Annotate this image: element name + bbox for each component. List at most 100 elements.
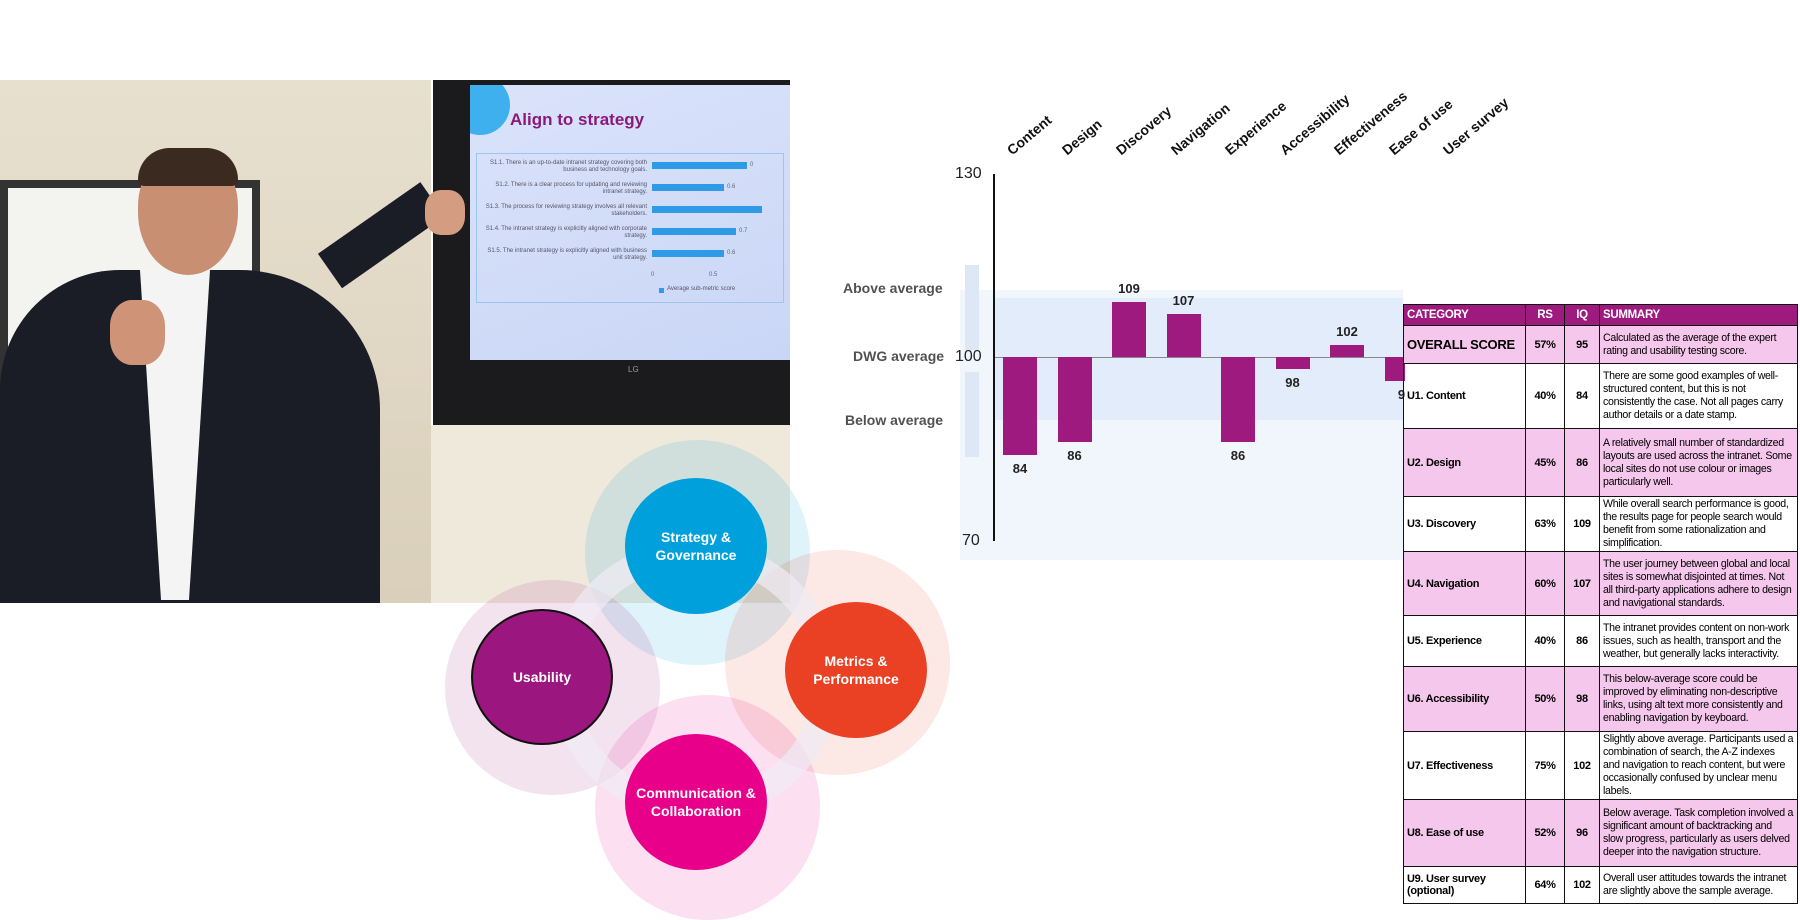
row-category: U1. Content (1403, 363, 1526, 429)
slide-item-label: S1.1. There is an up-to-date intranet st… (490, 160, 647, 173)
value-label: 86 (1230, 448, 1246, 464)
table-row: U2. Design 45% 86 A relatively small number… (1403, 428, 1798, 497)
value-label: 84 (1012, 460, 1028, 476)
y-tick-label: 130 (955, 165, 982, 182)
bars: 84 86 109 107 86 98 102 9 (1003, 281, 1405, 476)
row-summary: Calculated as the average of the expert … (1599, 325, 1798, 364)
row-rs: 64% (1525, 866, 1565, 904)
slide-bar (652, 228, 736, 235)
framework-diagram: Strategy & Governance Usability Metrics … (0, 0, 950, 920)
row-summary: While overall search performance is good… (1599, 496, 1798, 552)
row-iq: 96 (1564, 799, 1600, 867)
row-rs: 57% (1525, 325, 1565, 364)
node-metrics-performance: Metrics & Performance (785, 602, 927, 738)
row-iq: 95 (1564, 325, 1600, 364)
iq-bar-chart: Above average DWG average Below average … (0, 0, 1405, 560)
value-label: 109 (1118, 281, 1140, 297)
slide-axis-tick: 0.5 (709, 272, 718, 278)
slide-legend: Average sub-metric score (667, 286, 736, 292)
y-axis (993, 174, 995, 541)
bar (1384, 357, 1405, 382)
row-rs: 60% (1525, 551, 1565, 616)
table-row: OVERALL SCORE 57% 95 Calculated as the aver… (1403, 325, 1798, 364)
arrow-down-icon (965, 372, 979, 457)
below-average-label: Below average (845, 412, 944, 428)
tv-logo: LG (628, 365, 639, 374)
table-row: U7. Effectiveness 75% 102 Slightly above av… (1403, 731, 1798, 800)
slide-item-label: S1.5. The intranet strategy is explicitl… (487, 248, 647, 261)
row-iq: 109 (1564, 496, 1600, 552)
header-category: CATEGORY (1403, 304, 1526, 326)
row-iq: 107 (1564, 551, 1600, 616)
row-rs: 40% (1525, 363, 1565, 429)
presenter-photo: Align to strategy S1.1. There is an up-t… (0, 80, 790, 603)
row-category: OVERALL SCORE (1403, 325, 1526, 364)
dwg-average-label: DWG average (853, 348, 945, 364)
row-category: U8. Ease of use (1403, 799, 1526, 867)
value-label: 98 (1285, 375, 1300, 391)
row-rs: 52% (1525, 799, 1565, 867)
row-summary: Slightly above average. Participants use… (1599, 731, 1798, 800)
y-tick-label: 100 (955, 348, 982, 365)
slide-bar (652, 184, 724, 191)
node-communication-collaboration: Communication & Collaboration (625, 734, 767, 870)
bar (1221, 357, 1255, 443)
bar (1330, 344, 1364, 357)
row-category: U5. Experience (1403, 615, 1526, 667)
slide-item-value: 0 (750, 162, 754, 168)
row-summary: The user journey between global and loca… (1599, 551, 1798, 616)
y-tick-label: 70 (962, 532, 980, 549)
table-row: U9. User survey (optional) 64% 102 Overall … (1403, 866, 1798, 904)
row-category: U6. Accessibility (1403, 666, 1526, 732)
row-category: U4. Navigation (1403, 551, 1526, 616)
baseline (995, 357, 1403, 358)
row-rs: 63% (1525, 496, 1565, 552)
presenter-hair (138, 148, 238, 186)
row-iq: 86 (1564, 428, 1600, 497)
presenter-hand (110, 300, 165, 365)
node-strategy-governance: Strategy & Governance (625, 478, 767, 614)
row-category: U2. Design (1403, 428, 1526, 497)
header-summary: SUMMARY (1599, 304, 1798, 326)
row-iq: 102 (1564, 866, 1600, 904)
table-row: U5. Experience 40% 86 The intranet provides… (1403, 615, 1798, 667)
row-summary: This below-average score could be improv… (1599, 666, 1798, 732)
slide-item-label: S1.3. The process for reviewing strategy… (485, 204, 647, 217)
table-row: U4. Navigation 60% 107 The user journey bet… (1403, 551, 1798, 616)
row-category: U7. Effectiveness (1403, 731, 1526, 800)
value-label: 86 (1067, 448, 1082, 464)
slide-item-label: S1.4. The intranet strategy is explicitl… (485, 226, 647, 239)
table-row: U6. Accessibility 50% 98 This below-average… (1403, 666, 1798, 732)
row-summary: The intranet provides content on non-wor… (1599, 615, 1798, 667)
slide-item-label: S1.2. There is a clear process for updat… (495, 182, 647, 195)
slide-bar (652, 206, 762, 213)
arrow-up-icon (965, 265, 979, 350)
row-summary: There are some good examples of well-str… (1599, 363, 1798, 429)
slide-title: Align to strategy (510, 110, 645, 129)
row-iq: 86 (1564, 615, 1600, 667)
slide-item-value: 0.7 (739, 228, 748, 234)
bar (1166, 314, 1201, 357)
table-row: U1. Content 40% 84 There are some good exam… (1403, 363, 1798, 429)
node-usability: Usability (471, 609, 613, 745)
row-category: U9. User survey (optional) (1403, 866, 1526, 904)
value-label: 107 (1172, 293, 1195, 309)
row-rs: 45% (1525, 428, 1565, 497)
bar (1003, 357, 1037, 455)
bar (1112, 302, 1146, 357)
row-iq: 98 (1564, 666, 1600, 732)
header-rs: RS (1525, 304, 1565, 326)
value-label: 9 (1397, 387, 1405, 403)
slide-bar (652, 250, 724, 257)
row-iq: 102 (1564, 731, 1600, 800)
slide-axis-tick: 0 (651, 272, 655, 278)
table-row: U8. Ease of use 52% 96 Below average. Task … (1403, 799, 1798, 867)
row-summary: Overall user attitudes towards the intra… (1599, 866, 1798, 904)
slide-bar (652, 162, 747, 169)
slide: Align to strategy S1.1. There is an up-t… (470, 85, 790, 360)
scores-table: CATEGORY RS IQ SUMMARY OVERALL SCORE 57% 9… (1403, 304, 1798, 904)
above-average-label: Above average (843, 280, 943, 296)
tv-screen: Align to strategy S1.1. There is an up-t… (433, 80, 790, 425)
bar (1057, 357, 1092, 443)
row-summary: A relatively small number of standardize… (1599, 428, 1798, 497)
